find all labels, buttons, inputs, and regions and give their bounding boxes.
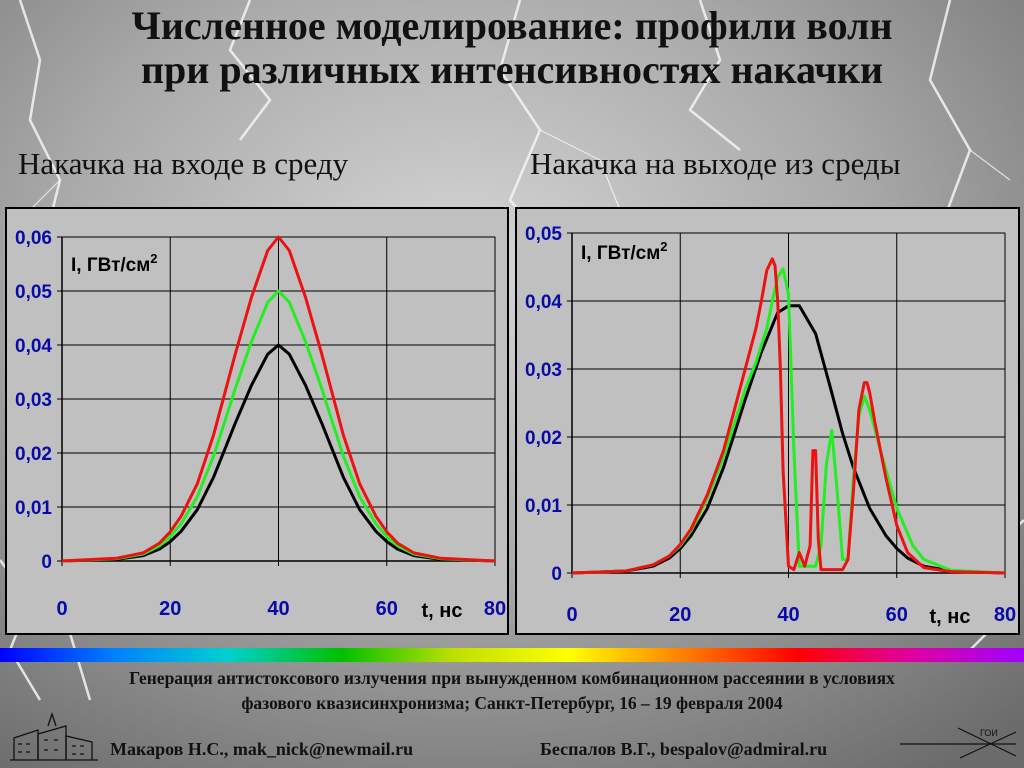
x-tick-label: 80 [484,598,506,620]
chart-pump-output-svg: 0 0,01 0,02 0,03 0,04 0,05 0 20 40 60 80 I, ГВт/см2… [525,224,1016,628]
series-line [61,343,496,563]
subtitle-right: Накачка на выходе из среды [530,146,901,181]
y-axis-label: I, ГВт/см2 [71,251,158,276]
chart-pump-output: 0 0,01 0,02 0,03 0,04 0,05 0 20 40 60 80 I, ГВт/см2… [515,207,1020,635]
y-axis-label-text: I, ГВт/см [581,243,660,264]
slide-title: Численное моделирование: профили волн пр… [0,4,1024,92]
x-tick-label: 60 [886,604,908,626]
x-tick-label: 80 [994,604,1016,626]
y-tick-label: 0,01 [15,498,52,519]
y-tick-label: 0 [41,552,52,573]
y-tick-label: 0,03 [15,390,52,411]
building-logo-icon [10,712,98,761]
y-axis-label-superscript: 2 [150,251,157,266]
footer-line-2: фазового квазисинхронизма; Санкт-Петербу… [241,693,783,713]
x-axis-label: t, нс [422,600,463,622]
y-axis-label-superscript: 2 [660,239,667,254]
series-line [571,257,1006,575]
x-tick-label: 20 [669,604,691,626]
x-tick-label: 0 [56,598,67,620]
y-tick-label: 0,06 [15,228,52,249]
series-line [61,289,496,563]
y-tick-label: 0 [551,564,562,585]
x-tick-label: 40 [267,598,289,620]
goi-logo-icon: ГОИ [900,727,1017,759]
x-tick-label: 60 [376,598,398,620]
slide-title-line-2: при различных интенсивностях накачки [140,47,884,92]
author-bespalov: Беспалов В.Г., bespalov@admiral.ru [540,739,828,759]
chart-pump-input-svg: 0 0,01 0,02 0,03 0,04 0,05 0,06 0 20 40 60 80 I, ГВт… [15,228,506,622]
y-axis-label-text: I, ГВт/см [71,255,150,276]
y-tick-label: 0,04 [15,336,52,357]
chart-pump-input: 0 0,01 0,02 0,03 0,04 0,05 0,06 0 20 40 60 80 I, ГВт… [5,207,509,635]
x-tick-label: 0 [566,604,577,626]
footer-line-1: Генерация антистоксового излучения при в… [129,668,895,688]
y-tick-label: 0,05 [525,224,562,245]
y-tick-label: 0,02 [15,444,52,465]
y-tick-label: 0,04 [525,292,562,313]
y-tick-label: 0,01 [525,496,562,517]
series-line [61,235,496,563]
conference-footer: Генерация антистоксового излучения при в… [0,666,1024,716]
goi-logo-text: ГОИ [980,728,998,738]
y-axis-label: I, ГВт/см2 [581,239,668,264]
author-makarov: Макаров Н.С., mak_nick@newmail.ru [110,739,414,759]
x-axis-label: t, нс [930,606,971,628]
subtitle-left: Накачка на входе в среду [18,146,349,181]
y-tick-label: 0,02 [525,428,562,449]
y-tick-label: 0,03 [525,360,562,381]
slide-title-line-1: Численное моделирование: профили волн [131,3,893,48]
x-tick-label: 40 [777,604,799,626]
y-tick-label: 0,05 [15,282,52,303]
x-tick-label: 20 [159,598,181,620]
rainbow-divider [0,648,1024,662]
